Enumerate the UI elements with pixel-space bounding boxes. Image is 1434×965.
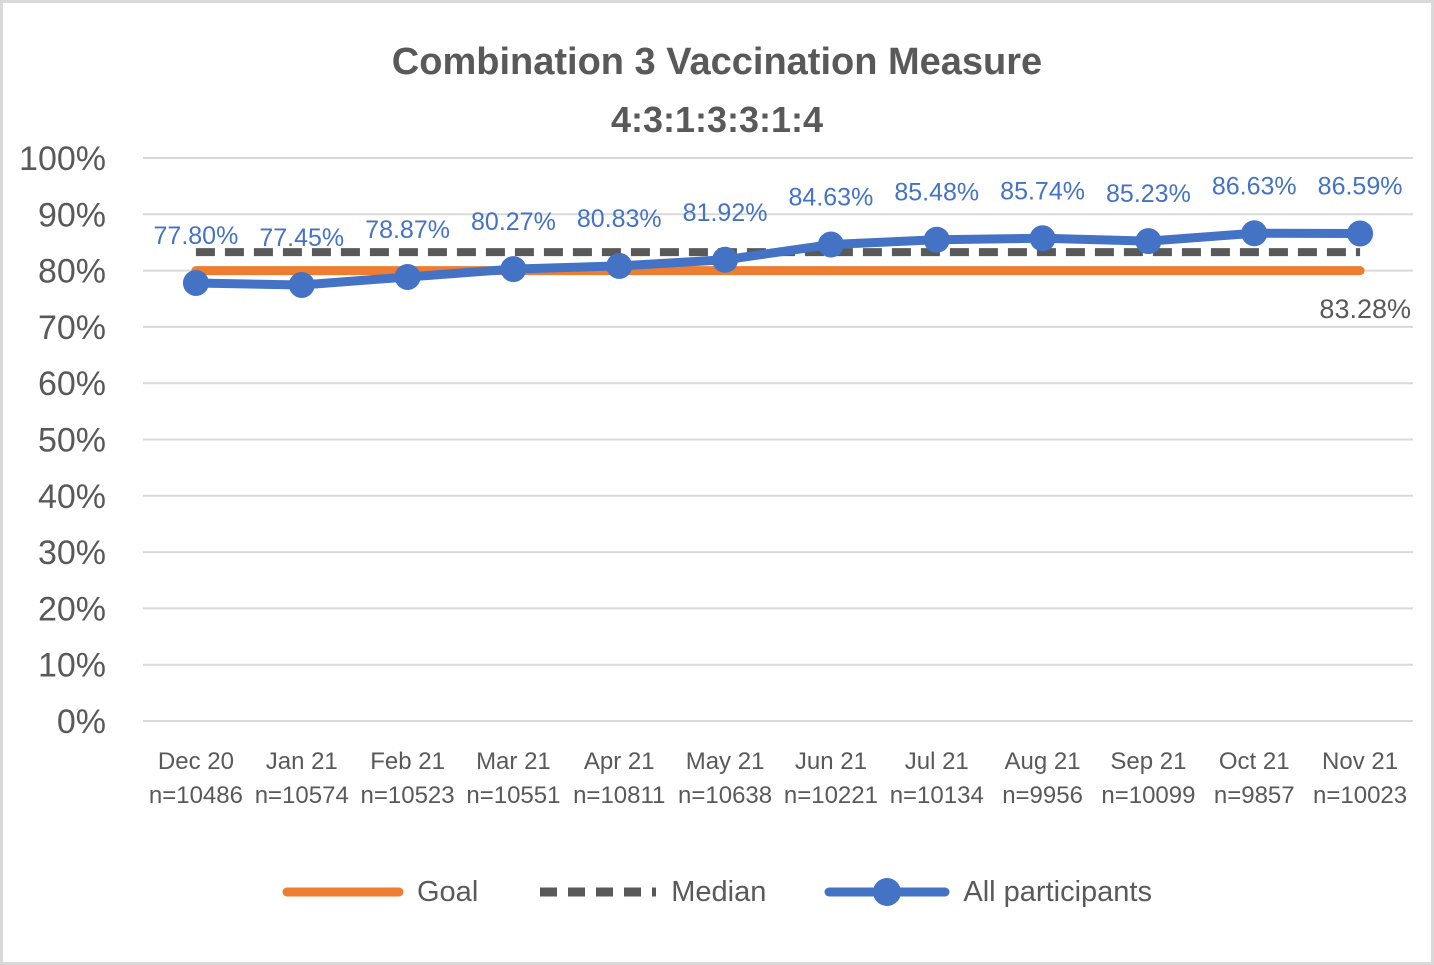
data-point-label: 77.45%	[259, 224, 344, 252]
x-tick-n-label: n=10134	[890, 782, 984, 809]
y-tick-label: 20%	[38, 590, 106, 628]
legend-item-median: Median	[536, 876, 766, 909]
y-tick-label: 50%	[38, 422, 106, 460]
data-point-marker	[606, 252, 633, 279]
data-point-marker	[817, 231, 844, 258]
x-tick-n-label: n=10638	[678, 782, 772, 809]
data-point-label: 85.48%	[894, 179, 979, 207]
y-tick-label: 80%	[38, 253, 106, 291]
y-tick-label: 100%	[19, 140, 106, 178]
data-point-marker	[500, 256, 527, 283]
x-tick-label: Jul 21	[905, 748, 969, 775]
data-point-marker	[1135, 228, 1162, 255]
data-point-label: 77.80%	[154, 222, 239, 250]
y-tick-label: 40%	[38, 478, 106, 516]
x-tick-n-label: n=10811	[573, 782, 665, 809]
data-point-label: 86.59%	[1318, 172, 1403, 200]
data-point-marker	[1029, 225, 1056, 252]
median-dashed-line-icon	[540, 887, 657, 897]
x-tick-n-label: n=10486	[149, 782, 243, 809]
data-point-label: 84.63%	[789, 184, 874, 212]
x-tick-label: Feb 21	[370, 748, 445, 775]
participants-line	[191, 228, 1365, 290]
y-tick-label: 90%	[38, 196, 106, 234]
x-tick-n-label: n=10099	[1101, 782, 1195, 809]
goal-line-icon	[282, 887, 404, 897]
legend-item-participants: All participants	[824, 875, 1152, 909]
y-tick-label: 30%	[38, 534, 106, 572]
chart-subtitle: 4:3:1:3:3:1:4	[610, 99, 824, 140]
y-tick-label: 0%	[57, 703, 106, 741]
data-point-label: 85.74%	[1000, 177, 1085, 205]
data-point-marker	[923, 226, 950, 253]
data-point-label: 85.23%	[1106, 180, 1191, 208]
legend-label-goal: Goal	[417, 875, 479, 908]
x-tick-label: Apr 21	[584, 748, 655, 775]
legend-label-median: Median	[671, 875, 767, 908]
data-point-marker	[712, 246, 739, 273]
x-tick-n-label: n=9857	[1214, 782, 1295, 809]
x-tick-n-label: n=10221	[784, 782, 878, 809]
data-point-label: 81.92%	[683, 199, 768, 227]
y-tick-label: 70%	[38, 309, 106, 347]
y-tick-label: 60%	[38, 365, 106, 403]
data-point-marker	[1347, 220, 1374, 247]
x-tick-label: Aug 21	[1005, 748, 1081, 775]
data-point-marker	[394, 263, 421, 290]
data-point-marker	[288, 271, 315, 298]
x-tick-n-label: n=9956	[1002, 782, 1083, 809]
data-point-label: 80.83%	[577, 205, 662, 233]
plot-area: 0% 10% 20% 30% 40% 50% 60% 70% 80% 90% 100% Dec 20 n…	[19, 140, 1413, 809]
x-tick-label: Mar 21	[476, 748, 551, 775]
legend-label-participants: All participants	[963, 875, 1152, 908]
x-tick-label: Oct 21	[1219, 748, 1290, 775]
y-tick-label: 10%	[38, 647, 106, 685]
data-point-label: 78.87%	[365, 216, 450, 244]
x-tick-label: May 21	[686, 748, 765, 775]
legend-item-goal: Goal	[282, 876, 478, 909]
data-point-label: 86.63%	[1212, 172, 1297, 200]
x-tick-n-label: n=10523	[361, 782, 455, 809]
x-tick-label: Dec 20	[158, 748, 234, 775]
chart-title: Combination 3 Vaccination Measure	[391, 41, 1043, 83]
x-tick-label: Jun 21	[795, 748, 867, 775]
data-point-marker	[1241, 220, 1268, 247]
x-tick-label: Nov 21	[1322, 748, 1398, 775]
x-tick-n-label: n=10551	[466, 782, 560, 809]
x-tick-label: Jan 21	[266, 748, 338, 775]
x-tick-n-label: n=10023	[1313, 782, 1407, 809]
x-tick-n-label: n=10574	[255, 782, 349, 809]
x-tick-label: Sep 21	[1110, 748, 1186, 775]
participants-line-marker-icon	[824, 878, 950, 906]
data-point-label: 80.27%	[471, 208, 556, 236]
data-point-marker	[182, 269, 209, 296]
median-value-label: 83.28%	[1319, 294, 1411, 324]
legend: Goal Median All participants	[3, 875, 1431, 909]
